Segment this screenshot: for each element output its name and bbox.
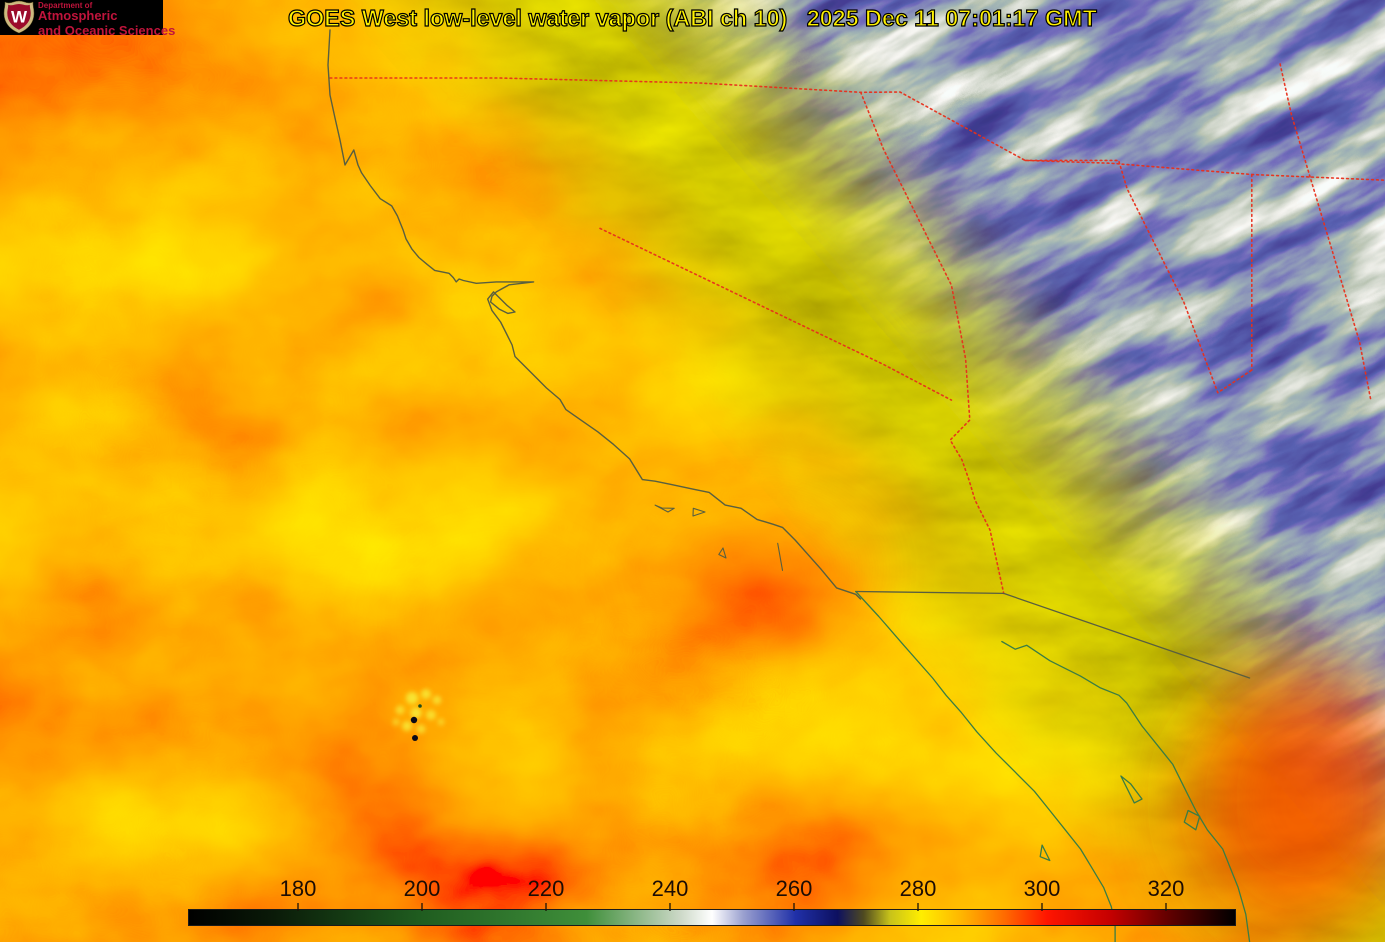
svg-text:280: 280 — [900, 876, 937, 901]
svg-text:200: 200 — [404, 876, 441, 901]
svg-text:180: 180 — [280, 876, 317, 901]
svg-text:260: 260 — [776, 876, 813, 901]
svg-text:240: 240 — [652, 876, 689, 901]
svg-text:300: 300 — [1024, 876, 1061, 901]
svg-text:320: 320 — [1148, 876, 1185, 901]
svg-text:220: 220 — [528, 876, 565, 901]
